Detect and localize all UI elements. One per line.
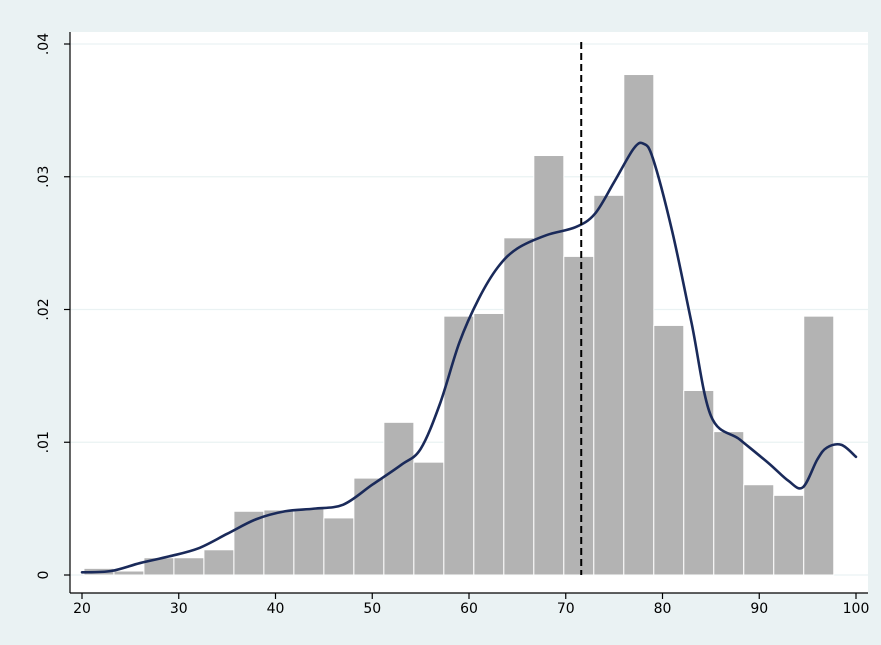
histogram-bar-5 [233, 510, 265, 576]
x-tick-label-4: 60 [460, 601, 478, 617]
histogram-bar-12 [443, 315, 475, 576]
x-tick-label-3: 50 [363, 601, 381, 617]
histogram-bar-22 [743, 484, 775, 576]
x-tick-label-7: 90 [750, 601, 768, 617]
histogram-bar-10 [383, 421, 415, 576]
histogram-bar-13 [473, 312, 505, 576]
density-curve [80, 141, 858, 574]
histogram-bar-1 [113, 570, 145, 576]
histogram-bar-7 [293, 508, 325, 576]
histogram-bar-14 [503, 237, 535, 576]
x-tick-label-5: 70 [557, 601, 575, 617]
x-tick-label-0: 20 [73, 601, 91, 617]
histogram-bar-23 [773, 494, 805, 576]
y-tick-label-2: .02 [36, 298, 52, 320]
x-tick-label-6: 80 [654, 601, 672, 617]
histogram-bar-19 [653, 324, 685, 576]
y-tick-label-1: .01 [36, 431, 52, 453]
histogram-bar-15 [533, 155, 565, 576]
histogram-bar-20 [683, 389, 715, 576]
x-tick-label-8: 100 [843, 601, 870, 617]
y-tick-label-3: .03 [36, 166, 52, 188]
histogram-bar-17 [593, 194, 625, 576]
histogram-bar-4 [203, 549, 235, 576]
y-tick-label-0: 0 [36, 571, 52, 580]
y-tick-label-4: .04 [36, 33, 52, 55]
axes: 20 30 40 50 60 70 80 90 100 0 .01 .02 .03 .04 [36, 32, 869, 617]
histogram-bar-11 [413, 461, 445, 576]
density-curve-group [80, 141, 858, 574]
histogram-bar-9 [353, 477, 385, 576]
x-tick-label-2: 40 [267, 601, 285, 617]
histogram-bar-8 [323, 517, 355, 576]
x-tick-label-1: 30 [170, 601, 188, 617]
histogram-bar-3 [173, 557, 205, 576]
histogram-bar-6 [263, 509, 295, 576]
histogram-bar-16 [563, 255, 595, 576]
histogram-bar-21 [713, 431, 745, 576]
